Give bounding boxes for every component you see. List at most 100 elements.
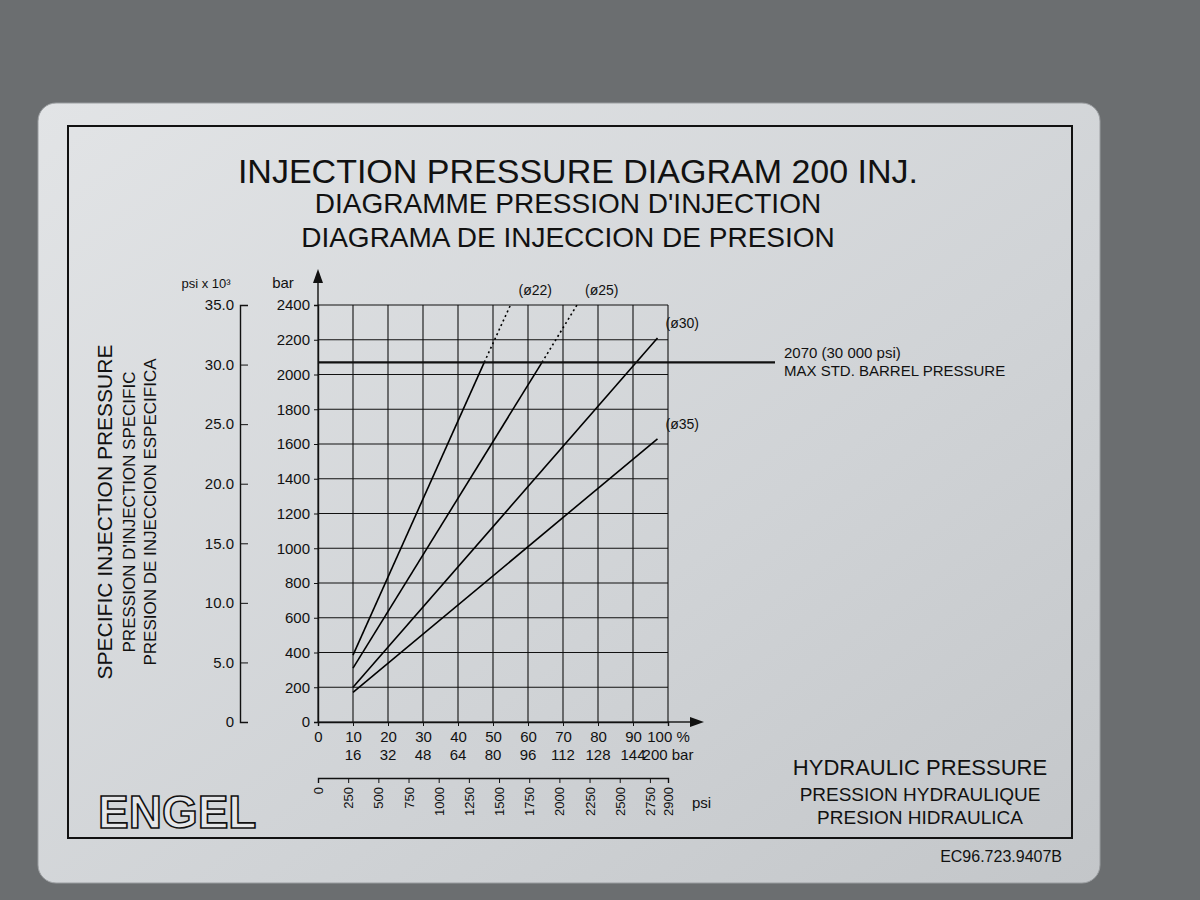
- x2-axis-tick: 1750: [522, 778, 537, 816]
- annotation-text: 2070 (30 000 psi): [784, 344, 901, 361]
- y2-axis-tick-mark: [240, 305, 248, 306]
- x2-axis-tick-mark: [590, 778, 591, 783]
- x-axis-tick-label: 0: [314, 728, 322, 745]
- x-axis-tick-label: 100 %: [647, 728, 690, 745]
- y-axis-tick-mark: [314, 375, 318, 376]
- y-axis-tick: 1600: [277, 435, 318, 452]
- y-axis-tick-label: 600: [285, 609, 310, 626]
- x-axis-tick-label: 50: [485, 728, 502, 745]
- logo: ENGEL: [98, 786, 256, 838]
- y2-axis-tick: 15.0: [205, 535, 248, 552]
- y2-axis-tick-label: 35.0: [205, 296, 234, 313]
- x2-axis-tick: 2250: [583, 778, 598, 816]
- x2-axis-tick-label: 1500: [492, 787, 507, 816]
- title: INJECTION PRESSURE DIAGRAM 200 INJ.: [238, 152, 918, 190]
- x-sublabel: 16: [345, 746, 362, 763]
- x-axis-tick-label: 70: [555, 728, 572, 745]
- subtitle: DIAGRAMME PRESSION D'INJECTION: [315, 188, 821, 219]
- x-axis-tick-mark: [598, 722, 599, 726]
- y2-axis-tick-label: 20.0: [205, 475, 234, 492]
- x2-axis-tick-mark: [439, 778, 440, 783]
- x2-axis-tick-mark: [650, 778, 651, 783]
- y2-axis-tick: 25.0: [205, 415, 248, 432]
- x2-axis-tick-label: 750: [402, 787, 417, 809]
- series-line: [353, 338, 658, 687]
- series-line: [353, 362, 542, 668]
- x-sublabel: 128: [585, 746, 610, 763]
- x2-axis-tick: 250: [341, 778, 356, 809]
- chart-root: INJECTION PRESSURE DIAGRAM 200 INJ.DIAGR…: [0, 0, 1200, 900]
- y-axis-unit: bar: [272, 274, 294, 291]
- annotation-line: [318, 361, 775, 363]
- series-label: (ø22): [519, 282, 552, 298]
- y2-axis-tick-label: 15.0: [205, 535, 234, 552]
- x2-axis-tick-mark: [378, 778, 379, 783]
- plate: [38, 103, 1100, 883]
- y-axis-tick: 1400: [277, 470, 318, 487]
- x-axis-tick-label: 90: [625, 728, 642, 745]
- y-axis-tick-label: 2000: [277, 366, 310, 383]
- y-axis-tick-mark: [314, 548, 318, 549]
- x2-axis-title: psi: [692, 794, 711, 811]
- x2-axis-tick-mark: [499, 778, 500, 783]
- plate-code: EC96.723.9407B: [940, 848, 1062, 865]
- x-axis-tick: 10: [345, 722, 362, 745]
- grid-line-y: [318, 443, 668, 444]
- x2-axis-tick: 500: [371, 778, 386, 809]
- subtitle: DIAGRAMA DE INJECCION DE PRESION: [301, 222, 835, 253]
- x-axis-tick: 80: [590, 722, 607, 745]
- grid-line-y: [318, 687, 668, 688]
- x-axis-tick-label: 80: [590, 728, 607, 745]
- x2-axis-tick: 2900: [661, 778, 676, 816]
- x2-axis-tick-label: 1750: [522, 787, 537, 816]
- grid-line-y: [318, 409, 668, 410]
- y-axis-tick: 2000: [277, 366, 318, 383]
- y-axis-tick: 800: [285, 574, 318, 591]
- y-axis-tick-mark: [314, 514, 318, 515]
- y2-axis-tick-mark: [240, 543, 248, 544]
- x2-axis-tick-mark: [409, 778, 410, 783]
- y2-axis-tick-label: 5.0: [213, 654, 234, 671]
- axis-arrow: [690, 717, 704, 727]
- x-sublabel: 80: [485, 746, 502, 763]
- y2-axis-tick-mark: [240, 722, 248, 723]
- series-label: (ø25): [585, 282, 618, 298]
- y2-axis-tick-mark: [240, 484, 248, 485]
- y-axis-tick-label: 2200: [277, 331, 310, 348]
- y-axis-tick-label: 1600: [277, 435, 310, 452]
- y2-axis-tick: 30.0: [205, 356, 248, 373]
- y-axis-tick-mark: [314, 444, 318, 445]
- x-axis-tick-mark: [563, 722, 564, 726]
- x2-axis-tick-label: 2500: [613, 787, 628, 816]
- y2-axis-tick: 0: [226, 713, 248, 730]
- x2-axis-line: [319, 779, 669, 784]
- x-axis-tick: 20: [380, 722, 397, 745]
- x-sublabel: 48: [415, 746, 432, 763]
- x2-axis-tick: 750: [402, 778, 417, 809]
- y2-axis-tick-label: 10.0: [205, 594, 234, 611]
- y-axis-line: [314, 306, 319, 723]
- y-axis-tick-label: 1000: [277, 540, 310, 557]
- x2-axis-tick-label: 2750: [643, 787, 658, 816]
- y2-axis-tick: 10.0: [205, 594, 248, 611]
- x-axis: 0102030405060708090100 %: [314, 722, 689, 745]
- x2-axis-tick-label: 0: [311, 787, 326, 794]
- y-axis-tick: 1800: [277, 401, 318, 418]
- x-axis-tick-mark: [353, 722, 354, 726]
- y2-axis-tick-mark: [240, 603, 248, 604]
- series-line: [484, 305, 510, 362]
- x-axis-title: PRESSION HYDRAULIQUE: [800, 784, 1041, 805]
- x-axis-title: PRESION HIDRAULICA: [817, 807, 1023, 828]
- y2-axis-tick-mark: [240, 424, 248, 425]
- grid-line-y: [318, 582, 668, 583]
- y-axis-tick-label: 2400: [277, 296, 310, 313]
- x-axis-tick: 70: [555, 722, 572, 745]
- x-axis-tick-label: 10: [345, 728, 362, 745]
- x-axis-tick-mark: [528, 722, 529, 726]
- x2-axis-tick: 1000: [432, 778, 447, 816]
- x2-axis-tick: 2000: [552, 778, 567, 816]
- y2-axis-tick: 20.0: [205, 475, 248, 492]
- x-axis-tick-mark: [493, 722, 494, 726]
- x-axis-tick-label: 20: [380, 728, 397, 745]
- x-axis-tick-label: 40: [450, 728, 467, 745]
